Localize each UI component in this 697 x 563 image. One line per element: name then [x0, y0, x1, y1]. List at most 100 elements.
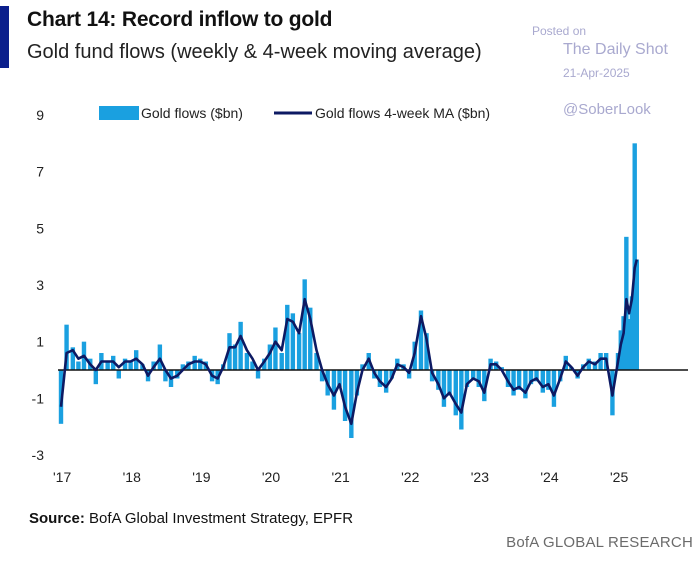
flow-bar [232, 344, 238, 370]
flow-bar [586, 358, 591, 370]
flow-bar [163, 370, 168, 382]
x-tick-label: '18 [123, 469, 141, 485]
flow-bar [459, 370, 464, 430]
x-tick-label: '25 [610, 469, 628, 485]
y-axis-ticks: 9 7 5 3 1 -1 -3 [32, 107, 45, 463]
flow-bar [634, 259, 639, 370]
x-tick-label: '21 [332, 469, 350, 485]
flow-bar [302, 279, 307, 370]
flow-bar [534, 370, 539, 382]
flow-bar [267, 344, 273, 370]
flow-bar [540, 370, 546, 393]
flow-bar [273, 327, 278, 370]
flow-bar [64, 324, 69, 370]
flow-bar [389, 370, 394, 379]
flow-bar [470, 370, 476, 379]
flow-bar [476, 370, 481, 387]
flow-bar [632, 143, 637, 370]
watermark-posted-on: Posted on [532, 24, 587, 38]
flow-bar [447, 370, 452, 396]
flow-bar [546, 370, 551, 390]
flow-bar [598, 353, 603, 370]
flow-bar [626, 319, 632, 370]
flow-bar [128, 361, 133, 370]
y-tick-label: -3 [32, 447, 45, 463]
x-tick-label: '22 [401, 469, 419, 485]
flow-bar [279, 353, 284, 370]
flow-bar [621, 316, 626, 370]
flow-bar [337, 370, 342, 387]
flow-bar [70, 347, 76, 370]
flow-bar [180, 364, 186, 370]
source-label: Source: [29, 510, 85, 527]
flow-bar [406, 370, 412, 379]
source-note: Source: BofA Global Investment Strategy,… [29, 510, 353, 527]
flow-bar [592, 361, 598, 370]
flow-bar [511, 370, 516, 396]
x-tick-label: '17 [53, 469, 71, 485]
flow-bar [319, 370, 325, 382]
watermark-handle: @SoberLook [563, 101, 651, 118]
x-tick-label: '23 [471, 469, 489, 485]
title-accent-bar [0, 6, 9, 68]
flow-bar [105, 361, 110, 370]
flow-bar [453, 370, 458, 416]
flow-bar [482, 370, 487, 402]
y-tick-label: 1 [36, 334, 44, 350]
y-tick-label: 9 [36, 107, 44, 123]
flow-bar [285, 304, 290, 370]
flow-bar [255, 370, 261, 379]
moving-average-line [59, 259, 639, 426]
flow-bar [238, 321, 243, 370]
flow-bar [342, 370, 348, 421]
flow-bar [308, 307, 313, 370]
flow-bar [262, 358, 267, 370]
x-axis-ticks: '17 '18 '19 '20 '21 '22 '23 '24 '25 [53, 469, 628, 485]
flow-bar [551, 370, 557, 407]
flow-bar [296, 333, 302, 370]
source-text: BofA Global Investment Strategy, EPFR [89, 510, 354, 527]
flow-bar [436, 370, 441, 390]
y-tick-label: -1 [32, 390, 45, 406]
flow-bar [505, 370, 511, 387]
y-tick-label: 3 [36, 277, 44, 293]
legend-line-label: Gold flows 4-week MA ($bn) [315, 105, 490, 121]
y-tick-label: 5 [36, 220, 44, 236]
chart-subtitle: Gold fund flows (weekly & 4-week moving … [27, 41, 482, 63]
flow-bar [290, 313, 296, 370]
flow-bar [354, 370, 360, 396]
flow-bar [349, 370, 354, 438]
legend-bar-label: Gold flows ($bn) [141, 105, 243, 121]
flow-bar [629, 296, 635, 370]
flow-bar [122, 358, 128, 370]
y-tick-label: 7 [36, 164, 44, 180]
watermark-date: 21-Apr-2025 [563, 66, 630, 80]
flow-bar [198, 358, 203, 370]
flow-bar [441, 370, 447, 407]
flow-bar [424, 333, 429, 370]
flow-bar [418, 310, 424, 370]
flow-bar [331, 370, 337, 410]
flow-bar [250, 361, 255, 370]
legend: Gold flows ($bn) Gold flows 4-week MA ($b… [99, 105, 490, 121]
x-tick-label: '19 [192, 469, 210, 485]
brand-footer: BofA GLOBAL RESEARCH [506, 534, 693, 551]
flow-bar [244, 353, 250, 370]
flow-bar [76, 361, 81, 370]
flow-bar [464, 370, 470, 387]
flow-bar [314, 353, 319, 370]
legend-bar-swatch [99, 106, 139, 120]
flow-bar [93, 370, 99, 385]
flow-bar [516, 370, 522, 390]
flow-bar [157, 344, 163, 370]
x-tick-label: '20 [262, 469, 280, 485]
flow-bar [377, 370, 383, 387]
flow-bar [528, 370, 534, 385]
flow-bar [383, 370, 389, 393]
chart-title: Chart 14: Record inflow to gold [27, 8, 333, 31]
x-tick-label: '24 [540, 469, 558, 485]
flow-bar [360, 364, 365, 370]
weekly-flow-bars [58, 143, 639, 438]
flow-bar [523, 370, 528, 399]
